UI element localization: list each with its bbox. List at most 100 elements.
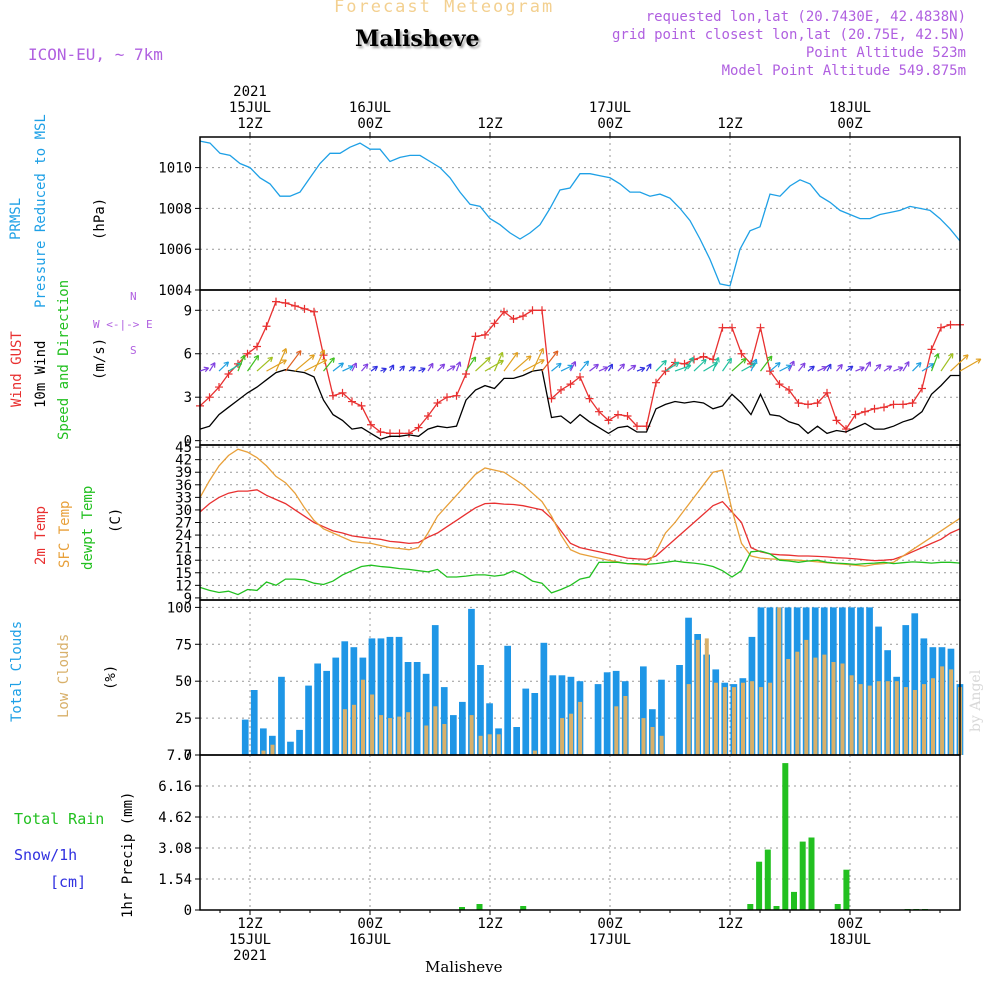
gust-point bbox=[576, 372, 584, 381]
clouds-low-clouds-bar bbox=[713, 682, 718, 755]
wind-arrow-head bbox=[948, 352, 954, 359]
clouds-total-clouds-bar bbox=[549, 675, 557, 755]
top-time-label: 00Z bbox=[597, 116, 622, 132]
gust-point bbox=[785, 385, 793, 394]
gust-point bbox=[870, 404, 879, 413]
wind-arrow-head bbox=[865, 361, 871, 367]
wind-arrow bbox=[607, 363, 613, 372]
wind-arrow bbox=[959, 358, 982, 372]
wind-arrow bbox=[351, 362, 357, 372]
wind-arrow-head bbox=[607, 363, 613, 370]
gust-point bbox=[367, 420, 375, 429]
wind-arrow-head bbox=[934, 353, 940, 359]
wind-arrow-head bbox=[602, 366, 609, 372]
wind-arrow-head bbox=[714, 356, 720, 363]
wind-arrow-head bbox=[975, 358, 982, 364]
gust-point bbox=[927, 345, 936, 354]
wind-arrow-head bbox=[538, 347, 545, 354]
wind-arrow bbox=[228, 362, 242, 372]
temperature-ytick-label: 33 bbox=[175, 490, 192, 506]
top-time-label: 12Z bbox=[237, 116, 262, 132]
snow-label: Snow/1h bbox=[14, 846, 78, 864]
wind-arrow-head bbox=[821, 366, 828, 372]
bottom-time-label: 15JUL bbox=[229, 932, 271, 948]
gust-point bbox=[224, 370, 233, 379]
pressure-ytick-label: 1010 bbox=[158, 161, 192, 177]
snow-unit-label: [cm] bbox=[50, 873, 87, 891]
wind-arrow bbox=[636, 367, 646, 372]
clouds-low-clouds-bar bbox=[795, 651, 800, 755]
wind-arrow-head bbox=[338, 362, 344, 368]
gust-point bbox=[471, 332, 480, 341]
wind-arrow-head bbox=[539, 359, 545, 365]
wind-arrow bbox=[769, 362, 781, 372]
wind-arrow-head bbox=[875, 363, 882, 370]
clouds-low-clouds-bar bbox=[722, 687, 727, 755]
wind-arrow bbox=[503, 352, 519, 372]
clouds-total-clouds-bar bbox=[404, 662, 412, 755]
precip-total-rain-bar bbox=[791, 891, 797, 910]
clouds-low-clouds-bar bbox=[840, 663, 845, 755]
precip-ytick-label: 1.54 bbox=[158, 872, 192, 888]
gust-point bbox=[376, 427, 385, 436]
wind-arrow bbox=[437, 363, 446, 372]
top-time-label: 17JUL bbox=[589, 100, 631, 116]
wind-arrow-head bbox=[886, 365, 893, 371]
wind-arrow bbox=[493, 352, 504, 372]
clouds-total-clouds-bar bbox=[431, 625, 439, 755]
wind-arrow-head bbox=[410, 366, 416, 372]
gust-point bbox=[509, 314, 518, 323]
bottom-time-label: 12Z bbox=[717, 916, 742, 932]
clouds-total-clouds-bar bbox=[260, 728, 267, 755]
wind-arrow bbox=[304, 359, 327, 372]
wind-arrow-head bbox=[347, 365, 354, 371]
clouds-low-clouds-bar bbox=[270, 744, 275, 755]
clouds-total-clouds-bar bbox=[513, 727, 520, 755]
clouds-total-clouds-bar bbox=[757, 607, 765, 755]
clouds-total-clouds-bar bbox=[658, 679, 665, 755]
clouds-total-clouds-bar bbox=[477, 665, 484, 755]
clouds-total-clouds-bar bbox=[377, 638, 385, 755]
gust-point bbox=[946, 320, 955, 329]
clouds-total-clouds-bar bbox=[314, 663, 321, 755]
wind-arrow bbox=[294, 354, 315, 372]
clouds-low-clouds-bar bbox=[940, 666, 945, 755]
wind-arrow-head bbox=[726, 357, 732, 364]
bottom-time-label: 18JUL bbox=[829, 932, 871, 948]
clouds-low-clouds-bar bbox=[858, 684, 863, 755]
wind-arrow-head bbox=[552, 350, 559, 357]
gust-point bbox=[528, 306, 537, 315]
temperature-2m-temp-line bbox=[199, 489, 961, 562]
wind-arrow bbox=[788, 360, 795, 372]
clouds-total-clouds-bar bbox=[531, 693, 539, 755]
clouds-total-clouds-bar bbox=[341, 641, 349, 755]
wind-wind-gust-line bbox=[199, 300, 960, 435]
gust-point bbox=[813, 398, 822, 407]
clouds-low-clouds-bar bbox=[442, 724, 447, 755]
top-time-label: 00Z bbox=[357, 116, 382, 132]
clouds-total-clouds-bar bbox=[323, 670, 330, 755]
gust-point bbox=[899, 400, 907, 409]
clouds-total-clouds-bar bbox=[450, 715, 457, 755]
clouds-low-clouds-bar bbox=[496, 734, 501, 755]
clouds-low-clouds-bar bbox=[388, 718, 393, 755]
pressure-prmsl-line bbox=[199, 140, 961, 287]
gust-point bbox=[699, 352, 708, 361]
precip-ytick-label: 7.7 bbox=[167, 748, 192, 764]
wind-arrow bbox=[722, 357, 732, 372]
clouds-low-clouds-bar bbox=[885, 681, 890, 755]
wind-arrow bbox=[541, 350, 559, 372]
clouds-low-clouds-bar bbox=[894, 681, 899, 755]
clouds-low-clouds-bar bbox=[397, 716, 402, 755]
wind-arrow bbox=[208, 362, 216, 372]
wind-arrow-head bbox=[372, 365, 379, 372]
clouds-total-clouds-bar bbox=[305, 685, 312, 755]
wind-arrow bbox=[883, 365, 892, 372]
gust-point bbox=[690, 355, 698, 364]
clouds-ytick-label: 0 bbox=[184, 748, 192, 764]
wind-arrow bbox=[522, 359, 545, 372]
clouds-low-clouds-bar bbox=[931, 678, 935, 755]
gust-point bbox=[329, 391, 337, 400]
temperature-ytick-label: 39 bbox=[175, 465, 192, 481]
pressure-ytick-label: 1006 bbox=[158, 242, 192, 258]
